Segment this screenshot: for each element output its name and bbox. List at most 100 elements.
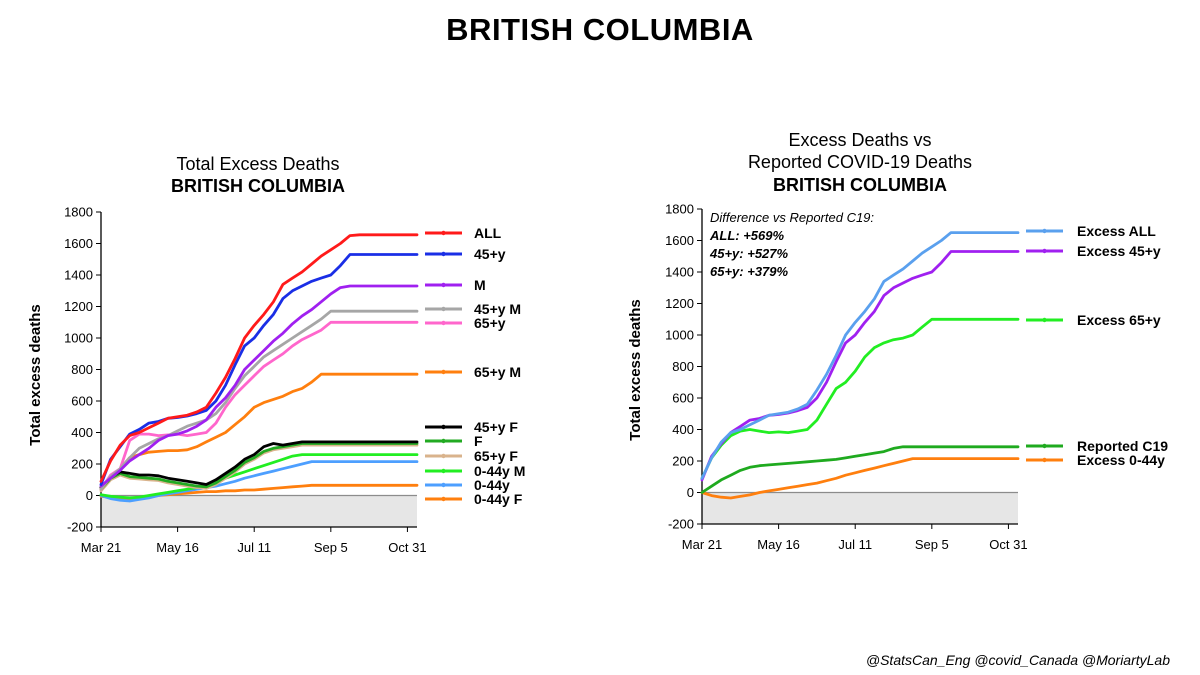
legend-marker-45-y-m <box>441 306 446 312</box>
legend-label-m: M <box>474 277 486 293</box>
legend-marker-0-44y-m <box>441 468 446 474</box>
x-tick-label: Jul 11 <box>838 537 872 552</box>
legend-label-excess-all: Excess ALL <box>1077 223 1156 239</box>
series-line-f <box>99 442 419 491</box>
legend-label-reported-c19: Reported C19 <box>1077 438 1168 454</box>
legend-label-0-44y: 0-44y <box>474 477 510 493</box>
legend-marker-excess-45-y <box>1042 248 1047 254</box>
legend-marker-65-y-f <box>441 453 446 459</box>
y-tick-label: 400 <box>71 425 93 440</box>
y-tick-label: 800 <box>672 359 694 374</box>
plot-area: -200 0 200 400 600 800 1000 1200 1400 1600 1800 Mar… <box>64 205 525 556</box>
plot-area: -200 0 200 400 600 800 1000 1200 1400 1600 1800 Mar… <box>665 202 1168 553</box>
legend-label-0-44y-m: 0-44y M <box>474 463 525 479</box>
y-axis-label: Total excess deaths <box>627 299 644 440</box>
series-line-45-y-m <box>99 309 419 491</box>
series-line-0-44y <box>99 460 419 503</box>
y-tick-label: 1600 <box>665 233 694 248</box>
series-line-excess-0-44y <box>700 457 1020 500</box>
y-tick-label: 1400 <box>64 268 93 283</box>
annotation-heading: Difference vs Reported C19: <box>710 210 874 225</box>
y-tick-label: -200 <box>668 517 694 532</box>
y-tick-label: -200 <box>67 520 93 535</box>
y-tick-label: 400 <box>672 422 694 437</box>
legend-label-45-y-f: 45+y F <box>474 419 518 435</box>
legend-label-excess-45-y: Excess 45+y <box>1077 243 1161 259</box>
x-tick-label: May 16 <box>156 540 199 555</box>
series-line-excess-all <box>700 231 1020 480</box>
legend-marker-m <box>441 282 446 288</box>
legend-marker-excess-all <box>1042 228 1047 234</box>
legend-label-excess-65-y: Excess 65+y <box>1077 312 1161 328</box>
legend-label-0-44y-f: 0-44y F <box>474 491 523 507</box>
legend-marker-reported-c19 <box>1042 443 1047 449</box>
y-tick-label: 1000 <box>665 328 694 343</box>
page-title: BRITISH COLUMBIA <box>446 12 754 47</box>
y-tick-label: 1200 <box>665 296 694 311</box>
legend-label-all: ALL <box>474 225 502 241</box>
legend-marker-excess-0-44y <box>1042 457 1047 463</box>
series-line-m <box>99 284 419 488</box>
negative-region-shade <box>101 495 417 527</box>
x-tick-label: Mar 21 <box>682 537 722 552</box>
legend-marker-f <box>441 438 446 444</box>
x-tick-label: Jul 11 <box>237 540 271 555</box>
legend-marker-0-44y <box>441 482 446 488</box>
chart-subtitle: BRITISH COLUMBIA <box>171 176 345 196</box>
y-tick-label: 200 <box>71 457 93 472</box>
legend-marker-45-y-f <box>441 424 446 430</box>
legend-label-65-y-m: 65+y M <box>474 364 521 380</box>
y-tick-label: 1800 <box>665 202 694 217</box>
annotation-all: ALL: +569% <box>709 228 784 243</box>
x-tick-label: Sep 5 <box>314 540 348 555</box>
chart-title: Total Excess Deaths <box>176 154 339 174</box>
credit-text: @StatsCan_Eng @covid_Canada @MoriartyLab <box>865 652 1170 668</box>
series-line-all <box>99 233 419 483</box>
y-tick-label: 200 <box>672 454 694 469</box>
y-tick-label: 0 <box>86 488 93 503</box>
y-tick-label: 1800 <box>64 205 93 220</box>
legend-label-65-y-f: 65+y F <box>474 448 518 464</box>
legend-label-excess-0-44y: Excess 0-44y <box>1077 452 1165 468</box>
chart-subtitle: BRITISH COLUMBIA <box>773 175 947 195</box>
y-tick-label: 1400 <box>665 265 694 280</box>
y-tick-label: 600 <box>672 391 694 406</box>
y-tick-label: 1200 <box>64 299 93 314</box>
legend-marker-65-y <box>441 320 446 326</box>
y-axis-label: Total excess deaths <box>27 304 44 445</box>
series-line-reported-c19 <box>700 445 1020 494</box>
legend-label-65-y: 65+y <box>474 315 506 331</box>
annotation-45plus: 45+y: +527% <box>709 246 789 261</box>
legend-marker-65-y-m <box>441 369 446 375</box>
legend-label-45-y: 45+y <box>474 246 506 262</box>
x-tick-label: Oct 31 <box>989 537 1027 552</box>
y-tick-label: 1000 <box>64 331 93 346</box>
y-tick-label: 0 <box>687 485 694 500</box>
legend-label-f: F <box>474 433 483 449</box>
x-tick-label: Oct 31 <box>388 540 426 555</box>
series-line-excess-65-y <box>700 317 1020 480</box>
y-tick-label: 1600 <box>64 236 93 251</box>
annotation-65plus: 65+y: +379% <box>710 264 789 279</box>
y-tick-label: 800 <box>71 362 93 377</box>
x-tick-label: May 16 <box>757 537 800 552</box>
chart-title-line1: Excess Deaths vs <box>788 130 931 150</box>
chart-title-line2: Reported COVID-19 Deaths <box>748 152 972 172</box>
series-line-45-y <box>99 253 419 486</box>
series-line-65-y-m <box>99 372 419 491</box>
series-line-excess-45-y <box>700 250 1020 482</box>
negative-region-shade <box>702 492 1018 524</box>
legend-marker-excess-65-y <box>1042 317 1047 323</box>
legend-label-45-y-m: 45+y M <box>474 301 521 317</box>
series-line-0-44y-m <box>99 453 419 500</box>
difference-annotation: Difference vs Reported C19: ALL: +569% 4… <box>709 210 874 279</box>
legend-marker-0-44y-f <box>441 496 446 502</box>
legend-marker-all <box>441 230 446 236</box>
y-tick-label: 600 <box>71 394 93 409</box>
series-line-65-y <box>99 320 419 491</box>
x-tick-label: Mar 21 <box>81 540 121 555</box>
x-tick-label: Sep 5 <box>915 537 949 552</box>
legend-marker-45-y <box>441 251 446 257</box>
